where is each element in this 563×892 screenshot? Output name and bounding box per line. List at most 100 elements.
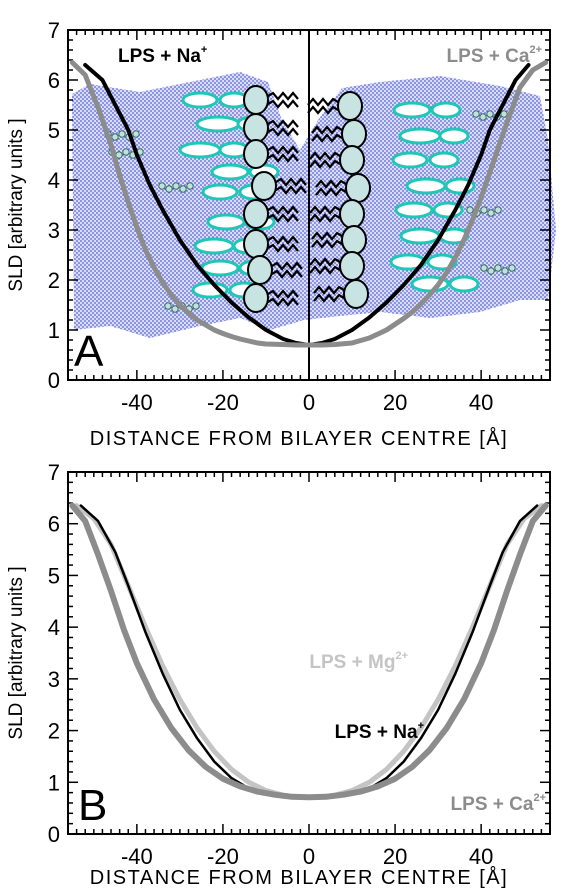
lipid-head-icon [243, 139, 269, 169]
y-axis-title: SLD [arbitrary units ] [6, 118, 27, 291]
sugar-unit-icon [195, 115, 241, 133]
x-axis-title: DISTANCE FROM BILAYER CENTRE [Å] [90, 866, 508, 889]
y-tick-label: 1 [48, 770, 60, 795]
x-tick-label: 20 [383, 390, 407, 415]
lipid-head-icon [339, 251, 365, 281]
x-tick-label: 0 [303, 844, 315, 869]
x-tick-label: 0 [303, 390, 315, 415]
lipid-tail-icon [271, 261, 303, 271]
x-tick-label: -20 [207, 390, 239, 415]
lipid-head-icon [339, 145, 365, 175]
lipid-head-icon [341, 119, 367, 149]
lipid-head-icon [247, 255, 273, 285]
x-tick-label: 20 [383, 844, 407, 869]
y-tick-label: 2 [48, 268, 60, 293]
bead-icon [487, 209, 495, 217]
lipid-tail-icon [275, 185, 307, 195]
lipid-tail-icon [309, 213, 341, 223]
x-tick-label: -20 [207, 844, 239, 869]
bead-icon [486, 110, 494, 118]
y-tick-label: 5 [48, 118, 60, 143]
bead-icon [480, 264, 488, 272]
sugar-unit-icon [181, 91, 219, 109]
y-tick-label: 4 [48, 615, 60, 640]
lipid-tail-icon [267, 235, 299, 245]
lipid-tail-icon [309, 205, 341, 215]
y-tick-label: 6 [48, 512, 60, 537]
lipid-tail-icon [267, 91, 299, 101]
bead-icon [165, 185, 173, 193]
lipid-tail-icon [275, 177, 307, 187]
lipid-tail-icon [307, 105, 339, 115]
chart-panel-a: -40 -20 0 20 40 0 1 2 3 4 5 6 7 DISTANCE FROM BILAYER… [6, 18, 556, 450]
y-tick-label: 1 [48, 318, 60, 343]
lipid-tail-icon [315, 179, 347, 189]
x-axis-title: DISTANCE FROM BILAYER CENTRE [Å] [90, 427, 508, 450]
lipid-tail-icon [267, 99, 299, 109]
bead-icon [132, 130, 140, 138]
lipid-tail-icon [307, 97, 339, 107]
lipid-tail-icon [271, 269, 303, 279]
y-tick-label: 7 [48, 18, 60, 43]
sugar-unit-icon [405, 177, 447, 195]
series-line-ca [69, 60, 549, 348]
y-axis-title: SLD [arbitrary units ] [6, 566, 27, 739]
sugar-unit-icon [200, 259, 240, 277]
lipid-tail-icon [313, 285, 345, 295]
bead-icon [111, 133, 119, 141]
lipid-tail-icon [309, 265, 341, 275]
y-tick-label: 2 [48, 719, 60, 744]
series-label-na: LPS + Na+ [335, 720, 424, 743]
sugar-unit-icon [428, 151, 460, 169]
lipid-tail-icon [267, 145, 299, 155]
lipid-tail-icon [311, 239, 343, 249]
lipid-tail-icon [267, 119, 299, 129]
lipid-tail-icon [309, 257, 341, 267]
y-tick-label: 6 [48, 68, 60, 93]
series-line-ca [69, 502, 549, 801]
y-tick-label: 3 [48, 218, 60, 243]
lipid-head-icon [243, 283, 269, 313]
panel-letter: B [78, 781, 107, 830]
series-label-ca: LPS + Ca2+ [451, 792, 546, 815]
x-tick-label: 40 [469, 390, 493, 415]
bead-icon [501, 267, 509, 275]
y-tick-label: 3 [48, 667, 60, 692]
lipid-tail-icon [313, 293, 345, 303]
bead-icon [186, 182, 194, 190]
sugar-unit-icon [206, 213, 246, 231]
bead-icon [500, 110, 508, 118]
bead-icon [487, 267, 495, 275]
sugar-unit-icon [178, 141, 222, 159]
sugar-unit-icon [438, 127, 470, 145]
series-label-ca: LPS + Ca2+ [447, 44, 542, 67]
lipid-tail-icon [267, 153, 299, 163]
lipid-head-icon [251, 171, 277, 201]
series-label-na: LPS + Na+ [118, 44, 207, 67]
lipid-tail-icon [267, 297, 299, 307]
sugar-unit-icon [193, 237, 235, 255]
bead-icon [118, 130, 126, 138]
sugar-unit-icon [399, 227, 441, 245]
lipid-head-icon [243, 199, 269, 229]
x-tick-label: 40 [469, 844, 493, 869]
sugar-unit-icon [391, 151, 429, 169]
bead-icon [494, 264, 502, 272]
lipid-tail-icon [309, 159, 341, 169]
sugar-unit-icon [201, 183, 239, 201]
lipid-tail-icon [267, 289, 299, 299]
sugar-unit-icon [394, 201, 434, 219]
bead-icon [171, 305, 179, 313]
y-tick-label: 7 [48, 460, 60, 485]
lipid-tail-icon [267, 205, 299, 215]
sugar-unit-icon [392, 101, 432, 119]
sugar-unit-icon [398, 127, 442, 145]
lipid-head-icon [243, 113, 269, 143]
sugar-unit-icon [210, 163, 250, 181]
x-tick-label: -40 [121, 844, 153, 869]
x-tick-label: -40 [121, 390, 153, 415]
lipid-tail-icon [311, 231, 343, 241]
bead-icon [158, 182, 166, 190]
bead-icon [179, 185, 187, 193]
